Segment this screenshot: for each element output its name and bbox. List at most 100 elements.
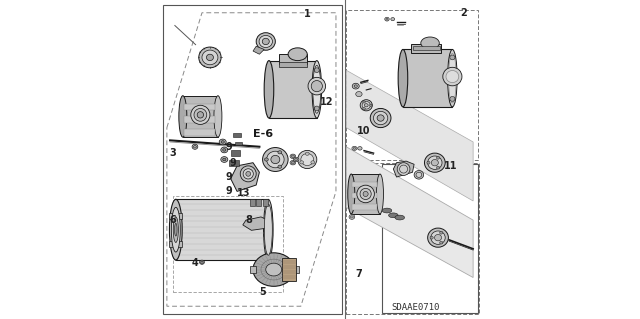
Bar — [413, 46, 440, 50]
Ellipse shape — [246, 171, 251, 176]
Bar — [230, 150, 240, 156]
Ellipse shape — [290, 160, 296, 165]
Text: 6: 6 — [169, 215, 176, 225]
Text: 7: 7 — [356, 269, 362, 279]
Ellipse shape — [256, 33, 275, 50]
Ellipse shape — [290, 154, 296, 159]
Ellipse shape — [363, 101, 365, 103]
Ellipse shape — [191, 105, 210, 124]
Ellipse shape — [427, 161, 430, 164]
Text: 9: 9 — [226, 172, 232, 182]
Ellipse shape — [314, 106, 319, 111]
Ellipse shape — [447, 49, 457, 107]
Bar — [278, 54, 307, 64]
Ellipse shape — [300, 161, 303, 164]
Text: E-6: E-6 — [253, 129, 273, 139]
Ellipse shape — [416, 172, 422, 177]
Ellipse shape — [301, 153, 314, 166]
Ellipse shape — [436, 156, 440, 159]
Ellipse shape — [308, 77, 326, 95]
Ellipse shape — [298, 151, 317, 168]
Bar — [351, 174, 380, 214]
Ellipse shape — [377, 115, 384, 121]
Ellipse shape — [431, 231, 445, 244]
Bar — [291, 266, 300, 273]
Text: 5: 5 — [259, 287, 266, 297]
Ellipse shape — [172, 207, 180, 252]
Bar — [262, 199, 268, 206]
Ellipse shape — [305, 152, 309, 155]
Ellipse shape — [243, 169, 253, 179]
Ellipse shape — [386, 18, 388, 20]
Ellipse shape — [356, 92, 362, 97]
Bar — [352, 193, 378, 198]
Bar — [170, 213, 182, 219]
Ellipse shape — [223, 158, 226, 161]
Ellipse shape — [373, 111, 388, 125]
Ellipse shape — [201, 261, 204, 263]
Ellipse shape — [435, 234, 442, 241]
Ellipse shape — [240, 166, 256, 182]
Bar — [184, 129, 215, 136]
Ellipse shape — [262, 147, 288, 172]
Text: 8: 8 — [246, 215, 253, 225]
Ellipse shape — [430, 236, 433, 239]
Ellipse shape — [221, 147, 228, 153]
Ellipse shape — [428, 156, 442, 169]
Bar — [170, 241, 182, 247]
Ellipse shape — [388, 213, 398, 218]
Ellipse shape — [223, 149, 226, 151]
Ellipse shape — [311, 80, 323, 92]
Ellipse shape — [450, 96, 455, 101]
Text: 12: 12 — [319, 97, 333, 107]
Ellipse shape — [171, 199, 180, 260]
Ellipse shape — [436, 166, 440, 169]
Text: SDAAE0710: SDAAE0710 — [392, 303, 440, 312]
Ellipse shape — [369, 104, 372, 107]
Ellipse shape — [294, 158, 298, 161]
Ellipse shape — [440, 241, 443, 244]
Bar — [346, 163, 479, 314]
Ellipse shape — [382, 208, 392, 213]
Polygon shape — [253, 46, 264, 54]
Bar — [269, 61, 317, 118]
Ellipse shape — [207, 54, 214, 61]
Bar — [352, 204, 378, 210]
Bar — [236, 142, 243, 145]
Bar — [184, 116, 215, 123]
Ellipse shape — [395, 215, 404, 220]
Polygon shape — [346, 70, 473, 201]
Ellipse shape — [314, 68, 319, 73]
Ellipse shape — [199, 47, 221, 68]
Ellipse shape — [264, 199, 273, 260]
Bar — [403, 49, 452, 107]
Bar — [176, 199, 268, 260]
Ellipse shape — [352, 146, 357, 150]
Ellipse shape — [428, 228, 449, 247]
Ellipse shape — [179, 96, 187, 137]
Ellipse shape — [291, 161, 294, 164]
Ellipse shape — [192, 144, 198, 149]
Text: 11: 11 — [444, 161, 458, 171]
Ellipse shape — [391, 18, 395, 21]
Ellipse shape — [197, 112, 204, 118]
Bar — [163, 5, 342, 314]
Ellipse shape — [193, 145, 196, 148]
Ellipse shape — [262, 38, 269, 45]
Ellipse shape — [202, 50, 218, 65]
Ellipse shape — [271, 155, 280, 164]
Text: 13: 13 — [237, 188, 251, 198]
Bar — [250, 266, 256, 273]
Ellipse shape — [362, 101, 371, 109]
Bar — [233, 133, 241, 137]
Ellipse shape — [293, 157, 299, 162]
Text: 1: 1 — [304, 9, 310, 19]
Ellipse shape — [278, 165, 282, 168]
Ellipse shape — [364, 104, 368, 107]
Ellipse shape — [449, 54, 456, 103]
Bar — [229, 160, 239, 166]
Ellipse shape — [424, 153, 445, 172]
Ellipse shape — [398, 49, 408, 107]
Text: 2: 2 — [460, 8, 467, 18]
Bar — [183, 96, 218, 137]
